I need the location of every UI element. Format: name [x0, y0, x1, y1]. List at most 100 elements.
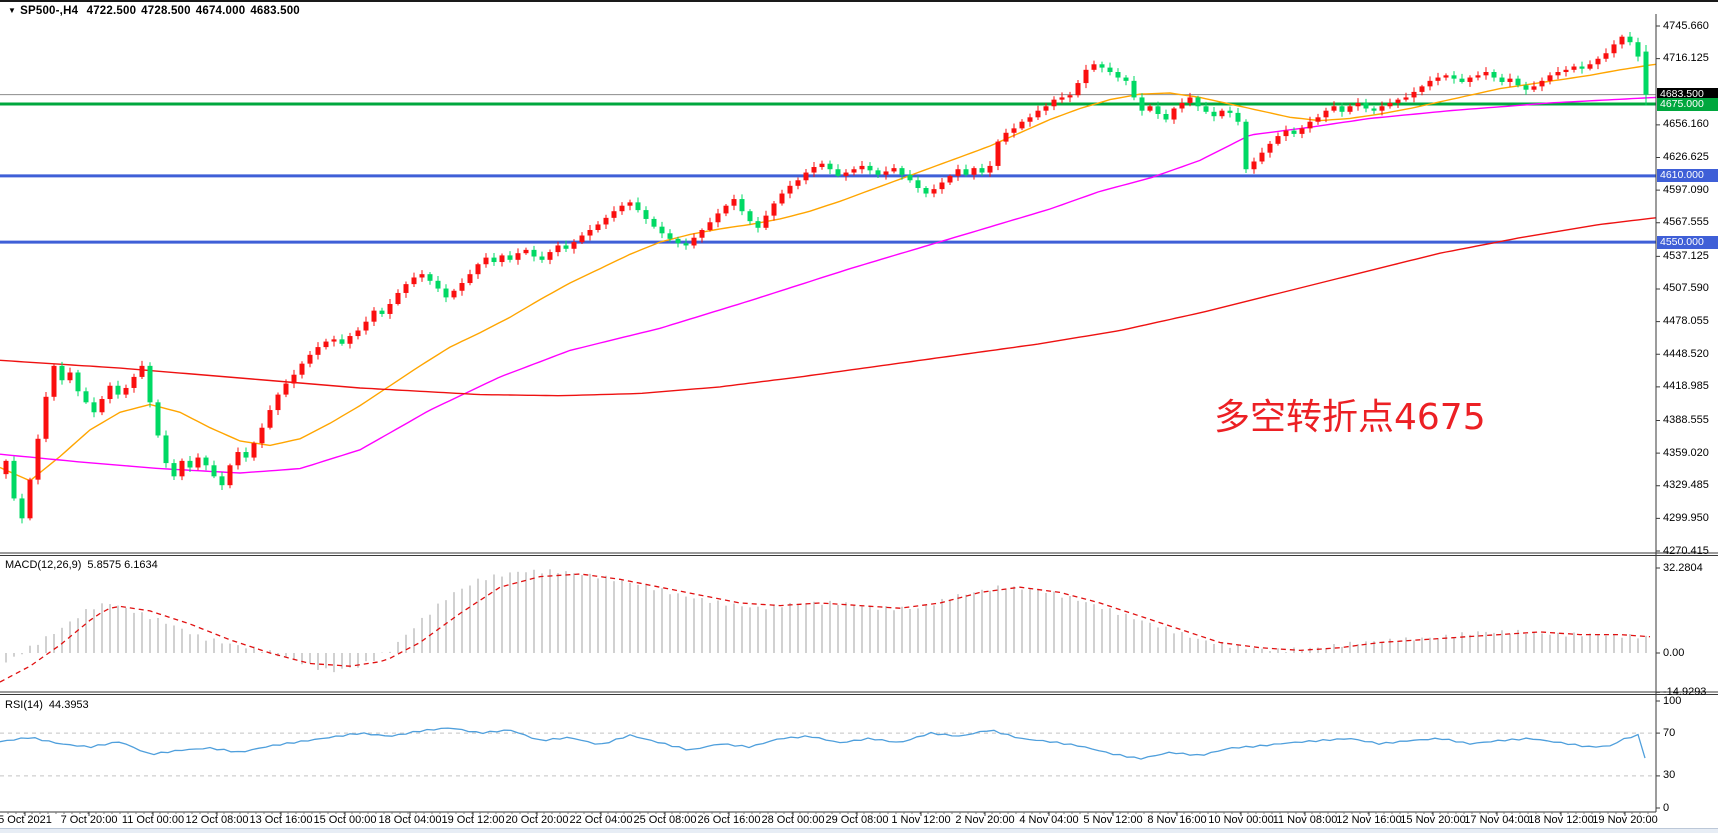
- candle: [1075, 83, 1081, 96]
- candle: [395, 292, 401, 305]
- plot-area[interactable]: [0, 31, 1656, 524]
- candle: [251, 443, 257, 458]
- candle: [1331, 106, 1337, 111]
- candle: [1171, 108, 1177, 120]
- candle: [1235, 112, 1241, 122]
- candle: [1123, 77, 1129, 81]
- candle: [1179, 102, 1185, 109]
- candle: [539, 256, 545, 260]
- price-axis-label: 4359.020: [1663, 446, 1709, 459]
- candle: [1387, 102, 1393, 107]
- candle: [107, 385, 113, 400]
- candle: [1091, 64, 1097, 70]
- time-axis-label: 20 Oct 20:00: [505, 814, 569, 826]
- candle: [1467, 77, 1473, 82]
- candle: [1451, 75, 1457, 79]
- candle: [1203, 106, 1209, 112]
- candle: [163, 435, 169, 464]
- time-axis-label: 26 Oct 16:00: [697, 814, 761, 826]
- candle: [51, 365, 57, 397]
- candle: [115, 385, 121, 395]
- candle: [1379, 106, 1385, 111]
- candle: [979, 168, 985, 173]
- candle: [1227, 110, 1233, 113]
- candle: [1163, 113, 1169, 120]
- candle: [267, 410, 273, 428]
- rsi-axis-label: 70: [1663, 726, 1676, 739]
- candle: [659, 226, 665, 234]
- candle: [1267, 143, 1273, 153]
- candle: [1283, 130, 1289, 137]
- candle: [787, 185, 793, 194]
- candle: [563, 245, 569, 249]
- candle: [1411, 91, 1417, 98]
- price-axis-label: 4478.055: [1663, 315, 1709, 328]
- candle: [1051, 99, 1057, 107]
- time-axis-label: 5 Nov 12:00: [1083, 814, 1143, 826]
- candle: [43, 396, 49, 439]
- candle: [635, 202, 641, 211]
- candle: [435, 280, 441, 289]
- macd-indicator-label: MACD(12,26,9) 5.8575 6.1634: [5, 559, 164, 571]
- candle: [235, 452, 241, 466]
- candle: [1147, 106, 1153, 111]
- candle: [347, 336, 353, 344]
- candle: [1043, 106, 1049, 111]
- time-axis-label: 12 Oct 08:00: [185, 814, 249, 826]
- price-axis-label: 4388.555: [1663, 413, 1709, 426]
- candle: [811, 167, 817, 173]
- candle: [1035, 110, 1041, 118]
- candle: [1155, 106, 1161, 114]
- candle: [531, 249, 537, 257]
- candle: [715, 213, 721, 223]
- horizontal-scrollbar[interactable]: [0, 828, 1718, 833]
- candle: [555, 245, 561, 253]
- time-axis-label: 19 Oct 12:00: [441, 814, 505, 826]
- candle: [827, 163, 833, 170]
- candle: [1427, 80, 1433, 87]
- candle: [667, 233, 673, 239]
- candle: [123, 387, 129, 395]
- rsi-indicator-label: RSI(14) 44.3953: [5, 699, 95, 711]
- candle: [907, 174, 913, 181]
- candle: [99, 399, 105, 413]
- candle: [1595, 58, 1601, 65]
- candle: [467, 274, 473, 284]
- candle: [83, 391, 89, 403]
- candle: [507, 255, 513, 260]
- macd-axis-label: 32.2804: [1663, 561, 1703, 574]
- candle: [91, 402, 97, 413]
- candle: [323, 341, 329, 348]
- symbol-dropdown-icon[interactable]: ▼: [8, 6, 17, 15]
- rsi-axis-label: 0: [1663, 801, 1670, 814]
- candle: [859, 165, 865, 170]
- candle: [147, 365, 153, 403]
- candle: [355, 330, 361, 337]
- candle: [835, 169, 841, 176]
- candle: [187, 460, 193, 468]
- candle: [11, 460, 17, 499]
- candle: [1635, 42, 1641, 57]
- candle: [195, 457, 201, 468]
- candle: [755, 221, 761, 228]
- time-axis-label: 29 Oct 08:00: [825, 814, 889, 826]
- candle: [3, 460, 9, 475]
- time-axis-label: 18 Oct 04:00: [378, 814, 442, 826]
- time-axis-label: 17 Nov 04:00: [1464, 814, 1530, 826]
- ohlc-open: 4722.500: [86, 5, 137, 17]
- macd-axis-label: 0.00: [1663, 646, 1685, 659]
- time-axis-label: 8 Nov 16:00: [1147, 814, 1207, 826]
- candle: [1539, 80, 1545, 87]
- candle: [995, 141, 1001, 166]
- candle: [1011, 128, 1017, 133]
- candle: [259, 427, 265, 444]
- candle: [27, 479, 33, 519]
- candle: [819, 163, 825, 168]
- candle: [651, 218, 657, 227]
- candle: [971, 168, 977, 175]
- time-axis-label: 7 Oct 20:00: [60, 814, 118, 826]
- time-axis-label: 15 Nov 20:00: [1400, 814, 1466, 826]
- candle: [1579, 66, 1585, 69]
- ohlc-high: 4728.500: [141, 5, 191, 17]
